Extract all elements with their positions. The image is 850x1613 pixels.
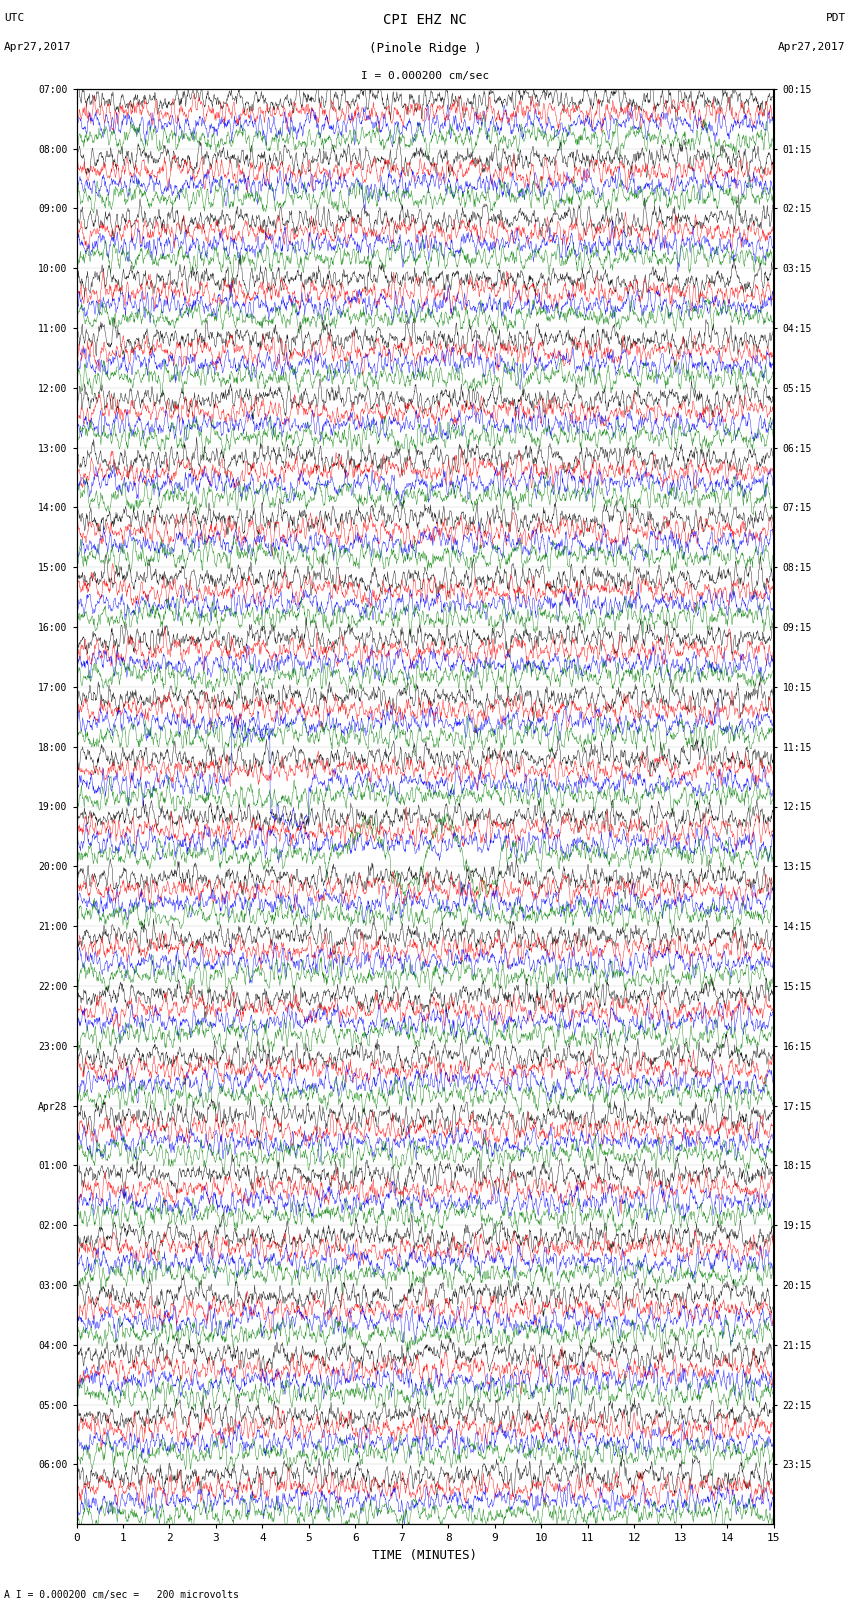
Text: A I = 0.000200 cm/sec =   200 microvolts: A I = 0.000200 cm/sec = 200 microvolts [4,1590,239,1600]
Text: Apr27,2017: Apr27,2017 [4,42,71,52]
X-axis label: TIME (MINUTES): TIME (MINUTES) [372,1548,478,1561]
Text: UTC: UTC [4,13,25,23]
Text: CPI EHZ NC: CPI EHZ NC [383,13,467,27]
Text: PDT: PDT [825,13,846,23]
Text: Apr27,2017: Apr27,2017 [779,42,846,52]
Text: (Pinole Ridge ): (Pinole Ridge ) [369,42,481,55]
Text: I = 0.000200 cm/sec: I = 0.000200 cm/sec [361,71,489,81]
